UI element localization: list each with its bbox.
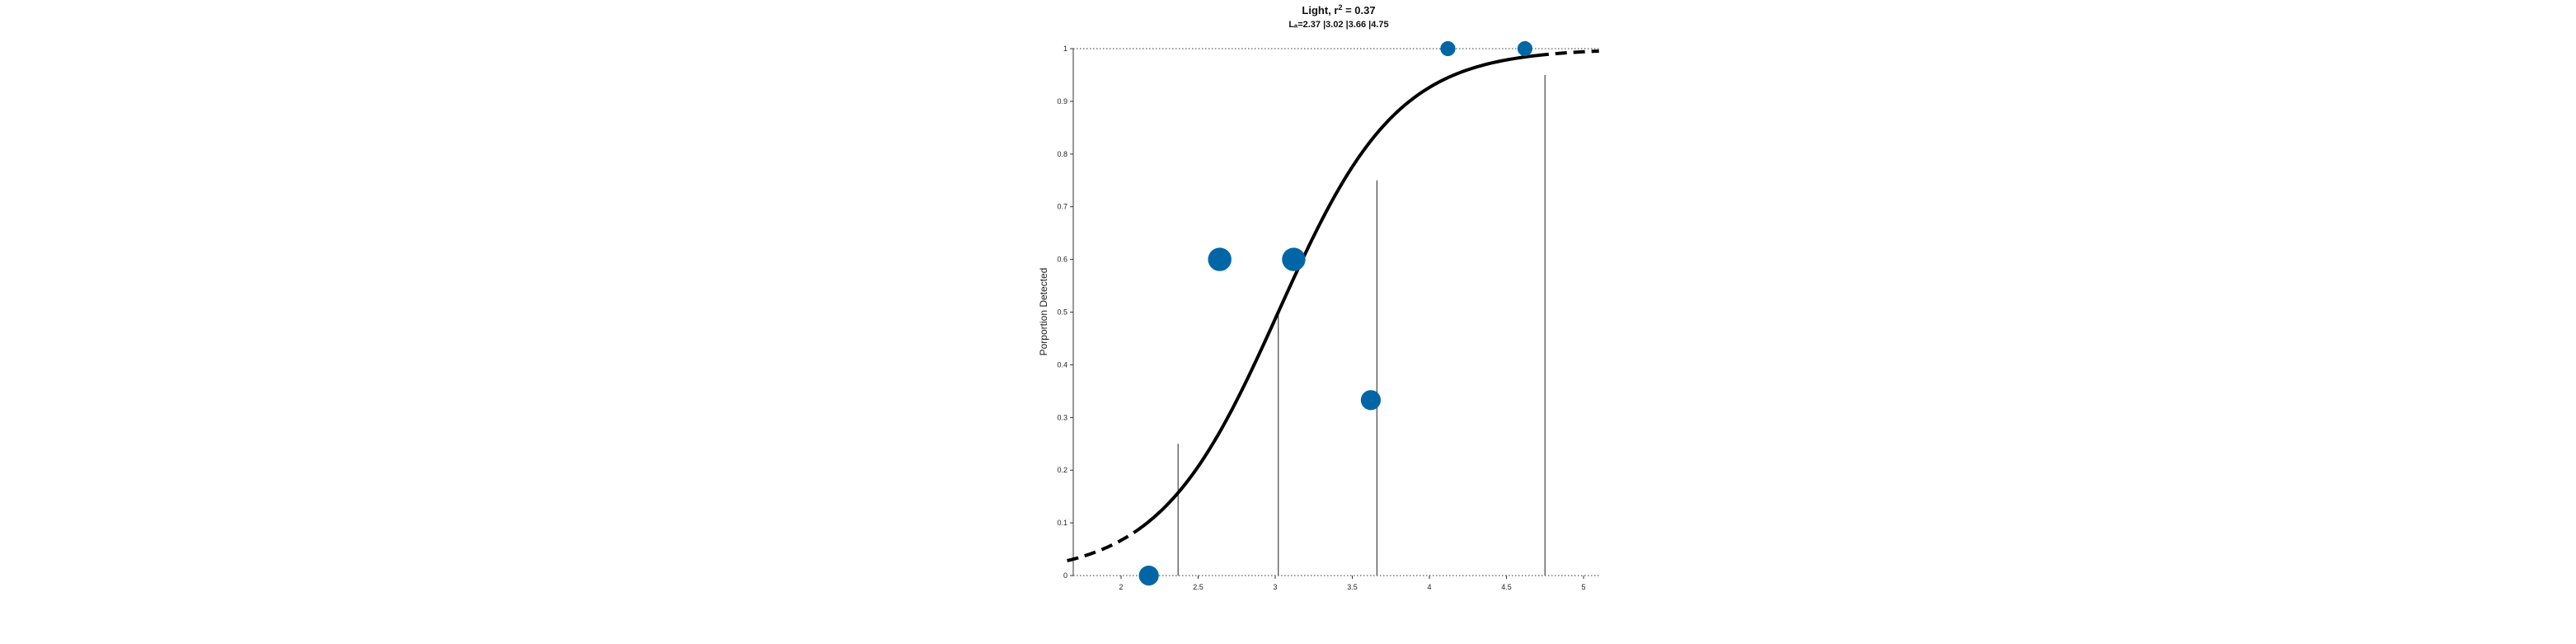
data-point xyxy=(1282,247,1306,271)
y-axis-label: Porportion Detected xyxy=(1038,268,1049,356)
x-tick-label: 2 xyxy=(1119,583,1123,591)
data-point xyxy=(1138,565,1159,586)
y-tick-label: 0.1 xyxy=(1057,519,1067,527)
y-tick-label: 0.5 xyxy=(1057,308,1067,317)
x-tick-label: 4.5 xyxy=(1501,583,1512,591)
x-tick-label: 3 xyxy=(1273,583,1277,591)
data-point xyxy=(1208,247,1232,271)
data-point xyxy=(1360,390,1382,411)
plot-area: 0 0.1 0.2 0.3 0.4 0.5 0.6 0.7 0.8 0.9 1 2 2.5 3 3.5 4 4.… xyxy=(1057,40,1601,591)
data-point xyxy=(1440,40,1456,57)
y-tick-label: 1 xyxy=(1063,45,1067,53)
y-tick-label: 0.3 xyxy=(1057,413,1067,421)
y-tick-label: 0.2 xyxy=(1057,466,1067,474)
x-tick-label: 4 xyxy=(1427,583,1431,591)
x-tick-label: 5 xyxy=(1581,583,1585,591)
x-tick-label: 2.5 xyxy=(1193,583,1204,591)
data-point xyxy=(1517,40,1533,57)
y-tick-label: 0.8 xyxy=(1057,150,1067,158)
y-tick-label: 0 xyxy=(1063,571,1067,580)
chart-subtitle: Lₐ=2.37 |3.02 |3.66 |4.75 xyxy=(1288,20,1388,30)
x-tick-label: 3.5 xyxy=(1347,583,1358,591)
chart-title: Light, r2 = 0.37 xyxy=(1302,3,1375,16)
fit-curve-extrapolated-right xyxy=(1537,49,1599,58)
fit-curve-extrapolated-left xyxy=(1067,529,1138,562)
y-tick-label: 0.4 xyxy=(1057,360,1067,369)
y-tick-label: 0.6 xyxy=(1057,256,1067,264)
y-tick-label: 0.7 xyxy=(1057,203,1067,211)
fit-curve xyxy=(1135,54,1538,533)
y-tick-label: 0.9 xyxy=(1057,97,1067,106)
